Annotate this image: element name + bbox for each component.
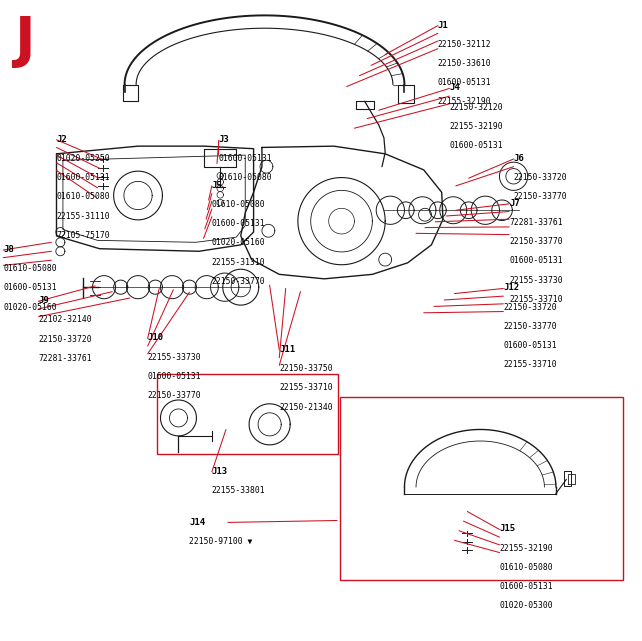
Text: J4: J4 [449,83,460,92]
Text: J9: J9 [39,296,49,305]
Text: 01020-05160: 01020-05160 [212,238,266,247]
Text: 22155-31310: 22155-31310 [212,258,266,267]
Text: 22150-33770: 22150-33770 [503,322,557,331]
Text: 01610-05080: 01610-05080 [56,192,110,201]
Text: 22150-33770: 22150-33770 [514,192,568,201]
Text: 72105-75170: 72105-75170 [56,231,110,240]
Text: 22150-33720: 22150-33720 [39,335,92,344]
Text: 01600-05131: 01600-05131 [3,283,57,292]
Text: J13: J13 [212,467,228,476]
Text: 22150-32112: 22150-32112 [438,40,492,49]
Text: 01610-05080: 01610-05080 [3,264,57,273]
Text: 22155-33710: 22155-33710 [279,383,333,392]
Text: J7: J7 [509,199,520,208]
Text: 22155-32190: 22155-32190 [499,544,553,553]
Text: 01600-05131: 01600-05131 [56,173,110,182]
Text: J: J [14,14,35,68]
Text: 22102-32140: 22102-32140 [39,315,92,324]
Text: 01610-05080: 01610-05080 [212,200,266,209]
Text: J3: J3 [218,135,229,144]
Text: 01020-05250: 01020-05250 [56,154,110,163]
Text: 22150-33750: 22150-33750 [279,364,333,373]
Text: J11: J11 [279,345,295,354]
Text: J5: J5 [212,181,223,190]
Text: 22155-31110: 22155-31110 [56,212,110,221]
Text: 22150-33770: 22150-33770 [148,391,202,400]
Text: 01600-05131: 01600-05131 [212,219,266,228]
Text: 01610-05080: 01610-05080 [499,563,553,572]
Text: 22155-33730: 22155-33730 [509,276,563,285]
Text: 01600-05131: 01600-05131 [509,256,563,265]
Text: 22155-32190: 22155-32190 [438,97,492,106]
Text: 01020-05160: 01020-05160 [3,303,57,312]
Text: 22155-32190: 22155-32190 [449,122,503,131]
Text: 22155-33710: 22155-33710 [509,295,563,304]
Text: 01600-05131: 01600-05131 [449,141,503,150]
Text: J1: J1 [438,21,449,29]
Text: 22150-21340: 22150-21340 [279,403,333,412]
Text: 01020-05300: 01020-05300 [499,601,553,610]
Text: 01600-05131: 01600-05131 [499,582,553,591]
Text: 22150-33610: 22150-33610 [438,59,492,68]
Text: 01600-05131: 01600-05131 [503,341,557,350]
Text: 01600-05131: 01600-05131 [218,154,272,163]
Text: 22150-97100 ▼: 22150-97100 ▼ [189,537,253,546]
Text: 22150-33770: 22150-33770 [212,277,266,286]
Text: J8: J8 [3,245,14,254]
Text: 22155-33710: 22155-33710 [503,360,557,369]
Text: 01600-05131: 01600-05131 [438,78,492,87]
Text: 22155-33730: 22155-33730 [148,353,202,362]
Text: J15: J15 [499,524,516,533]
Text: 22150-32120: 22150-32120 [449,103,503,112]
Text: 01600-05131: 01600-05131 [148,372,202,381]
Text: J10: J10 [148,333,164,342]
Text: J14: J14 [189,518,205,527]
Text: J12: J12 [503,283,519,292]
Text: 01610-05080: 01610-05080 [218,173,272,182]
Text: 72281-33761: 72281-33761 [39,354,92,363]
Text: J2: J2 [56,135,67,144]
Text: J6: J6 [514,154,525,163]
Text: 72281-33761: 72281-33761 [509,218,563,227]
Text: 22155-33801: 22155-33801 [212,486,266,495]
Text: 22150-33720: 22150-33720 [514,173,568,182]
Text: 22150-33720: 22150-33720 [503,303,557,312]
Text: 22150-33770: 22150-33770 [509,237,563,246]
